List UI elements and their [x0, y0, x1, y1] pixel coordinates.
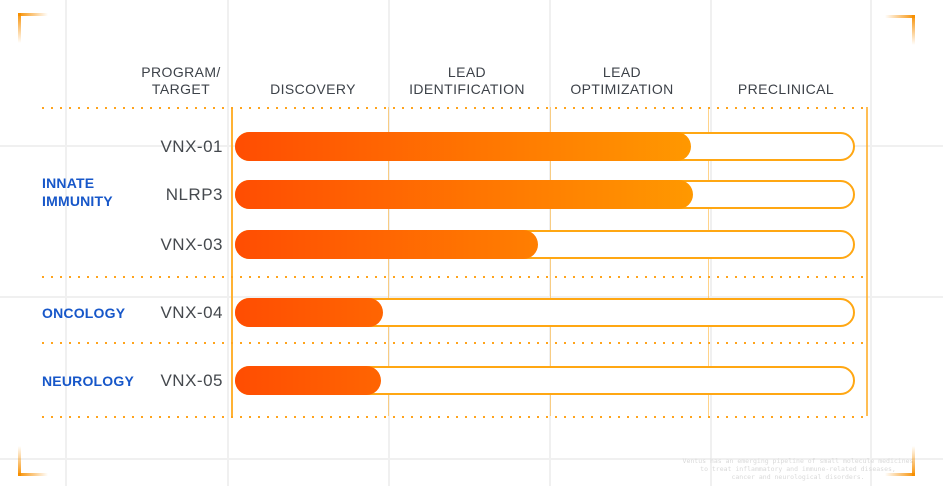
progress-track: [235, 298, 855, 327]
footnote-line: Ventus has an emerging pipeline of small…: [682, 457, 914, 465]
target-label: VNX-05: [160, 371, 223, 390]
column-header-lead-identification: LEAD IDENTIFICATION: [409, 54, 525, 98]
column-header-preclinical: PRECLINICAL: [738, 54, 834, 98]
header-line: TARGET: [151, 81, 211, 97]
footnote: Ventus has an emerging pipeline of small…: [640, 457, 943, 481]
stage-gridline: [388, 107, 389, 416]
progress-track: [235, 230, 855, 259]
target-label: VNX-01: [160, 137, 223, 156]
progress-fill: [235, 132, 691, 161]
group-label-innate-immunity: INNATE IMMUNITY: [42, 175, 113, 209]
column-header-lead-optimization: LEAD OPTIMIZATION: [570, 54, 673, 98]
bracket-arm: [18, 13, 21, 43]
grid-line: [227, 0, 229, 486]
dotted-separator: [42, 416, 868, 418]
header-line: LEAD: [447, 64, 487, 80]
target-label: NLRP3: [165, 185, 223, 204]
header-line: PRECLINICAL: [737, 81, 835, 97]
progress-track: [235, 132, 855, 161]
header-line: LEAD: [602, 64, 642, 80]
pipeline-row-vnx-01: VNX-01: [0, 132, 943, 161]
pipeline-row-nlrp3: NLRP3: [0, 180, 943, 209]
grid-line: [0, 458, 943, 460]
progress-fill: [235, 366, 381, 395]
stage-gridline: [550, 107, 551, 416]
bracket-arm: [18, 473, 48, 476]
progress-fill: [235, 230, 538, 259]
progress-fill: [235, 298, 383, 327]
bracket-arm: [18, 13, 48, 16]
bracket-arm: [912, 15, 915, 45]
pipeline-row-vnx-03: VNX-03: [0, 230, 943, 259]
dotted-separator: [42, 107, 868, 109]
grid-line: [0, 296, 943, 298]
progress-fill: [235, 180, 693, 209]
column-header-program-target: PROGRAM/ TARGET: [141, 54, 220, 98]
bracket-arm: [885, 15, 915, 18]
dotted-separator: [42, 276, 868, 278]
header-line: DISCOVERY: [270, 81, 356, 97]
header-line: IDENTIFICATION: [409, 81, 525, 97]
header-line: PROGRAM/: [141, 64, 221, 80]
bracket-arm: [885, 473, 915, 476]
grid-line: [870, 0, 872, 486]
target-label: VNX-03: [160, 235, 223, 254]
bracket-arm: [912, 446, 915, 476]
group-label-neurology: NEUROLOGY: [42, 373, 135, 389]
progress-track: [235, 180, 855, 209]
stage-gridline: [866, 107, 868, 416]
progress-track: [235, 366, 855, 395]
grid-line: [65, 0, 67, 486]
header-line: OPTIMIZATION: [570, 81, 674, 97]
stage-gridline: [231, 107, 233, 416]
pipeline-row-vnx-05: VNX-05: [0, 366, 943, 395]
stage-gridline: [708, 107, 709, 416]
pipeline-row-vnx-04: VNX-04: [0, 298, 943, 327]
bracket-arm: [18, 446, 21, 476]
footnote-line: to treat inflammatory and immune-related…: [700, 465, 896, 473]
group-label-oncology: ONCOLOGY: [42, 305, 126, 321]
dotted-separator: [42, 342, 868, 344]
column-header-discovery: DISCOVERY: [270, 54, 356, 98]
footnote-line: cancer and neurological disorders.: [731, 473, 865, 481]
target-label: VNX-04: [160, 303, 223, 322]
